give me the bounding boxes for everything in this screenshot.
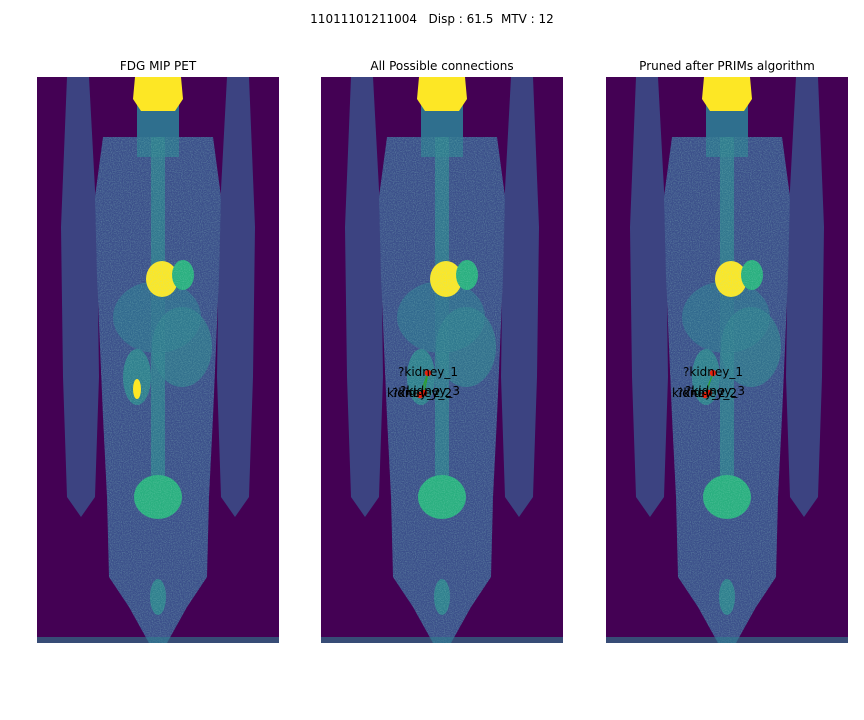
panel-pruned-prims: Pruned after PRIMs algorithm ?kidney_1 k… [606, 59, 848, 643]
pet-mip-image-graph: ?kidney_1 kidney_2 ?kidney_2 ?kidney_3 [321, 77, 563, 643]
graph-overlay-pruned: ?kidney_1 kidney_2 ?kidney_2 ?kidney_3 [672, 365, 745, 400]
panel-title: Pruned after PRIMs algorithm [639, 59, 815, 73]
pet-mip-image-pruned: ?kidney_1 kidney_2 ?kidney_2 ?kidney_3 [606, 77, 848, 643]
node-label-kidney-2-overlap: ?kidney_2 [392, 386, 452, 400]
panel-fdg-mip-pet: FDG MIP PET [37, 59, 279, 643]
panel-title: FDG MIP PET [119, 59, 197, 73]
node-label-kidney-1: ?kidney_1 [398, 365, 458, 379]
graph-node [424, 369, 432, 377]
panel-title: All Possible connections [370, 59, 514, 73]
node-label-kidney-1: ?kidney_1 [683, 365, 743, 379]
graph-node [420, 389, 428, 397]
graph-overlay: ?kidney_1 kidney_2 ?kidney_2 ?kidney_3 [387, 365, 460, 400]
pet-mip-image [37, 77, 279, 643]
node-label-kidney-3: ?kidney_3 [400, 384, 460, 398]
node-label-kidney-2-overlap: ?kidney_2 [677, 386, 737, 400]
graph-node [705, 389, 713, 397]
node-label-kidney-2: kidney_2 [672, 386, 726, 400]
node-label-kidney-2: kidney_2 [387, 386, 441, 400]
graph-edge [423, 372, 429, 394]
figure-title: 11011101211004 Disp : 61.5 MTV : 12 [310, 12, 554, 26]
graph-node [709, 369, 717, 377]
panel-all-connections: All Possible connections ?kidney_1 kidne… [321, 59, 563, 643]
kidney-hotspot [133, 379, 141, 399]
node-label-kidney-3: ?kidney_3 [685, 384, 745, 398]
